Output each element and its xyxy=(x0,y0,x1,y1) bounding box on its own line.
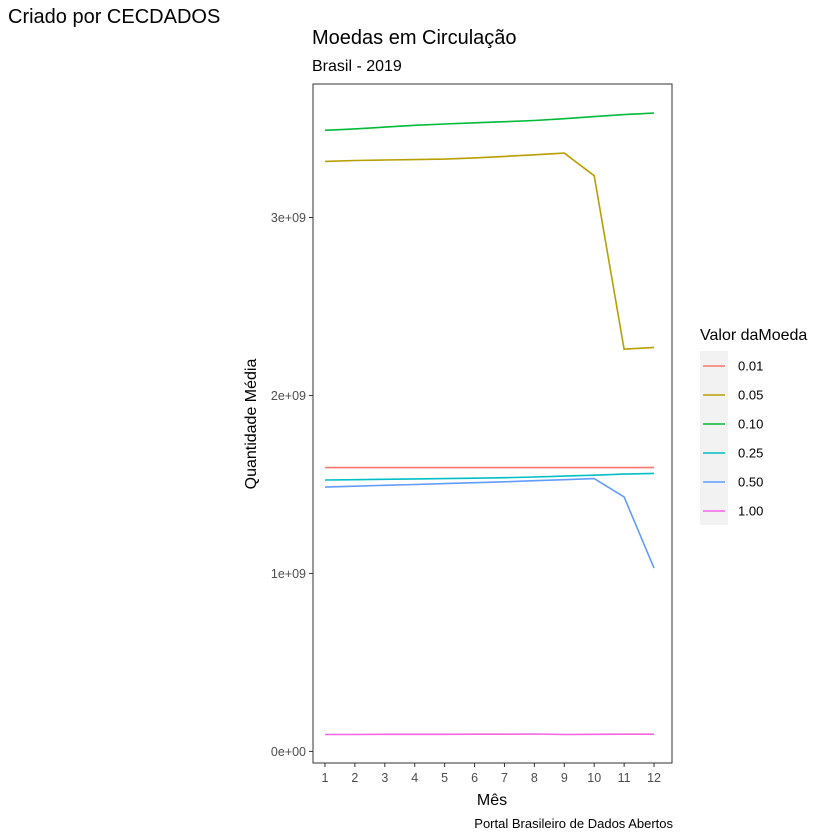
x-tick-label: 3 xyxy=(381,771,388,785)
x-tick-label: 1 xyxy=(321,771,328,785)
series-line-0.05 xyxy=(324,152,655,351)
x-tick-label: 6 xyxy=(471,771,478,785)
legend-label: 0.25 xyxy=(738,446,763,461)
x-tick-label: 9 xyxy=(561,771,568,785)
x-tick-label: 5 xyxy=(441,771,448,785)
y-tick-label: 2e+09 xyxy=(271,389,306,403)
x-tick-label: 12 xyxy=(647,771,661,785)
y-axis-title: Quantidade Média xyxy=(243,359,260,490)
series-line-0.25 xyxy=(324,472,655,481)
x-tick-label: 10 xyxy=(587,771,601,785)
legend-label: 0.50 xyxy=(738,475,763,490)
series-line-0.50 xyxy=(324,477,655,569)
legend-label: 0.10 xyxy=(738,417,763,432)
x-axis: 1 2 3 4 5 6 7 8 9 10 11 12 xyxy=(321,763,661,785)
plot-panel xyxy=(312,83,673,764)
x-tick-label: 11 xyxy=(618,771,631,785)
y-tick-label: 0e+00 xyxy=(271,745,306,759)
x-tick-label: 4 xyxy=(411,771,418,785)
credit-text: Criado por CECDADOS xyxy=(8,6,221,28)
legend-label: 0.05 xyxy=(738,388,763,403)
legend-label: 0.01 xyxy=(738,359,763,374)
chart-subtitle: Brasil - 2019 xyxy=(312,58,402,75)
x-axis-title: Mês xyxy=(477,792,507,809)
series-line-0.10 xyxy=(324,112,655,132)
chart-caption: Portal Brasileiro de Dados Abertos xyxy=(474,816,673,831)
series-line-1.00 xyxy=(325,733,654,736)
legend: Valor daMoeda 0.01 0.05 0.10 0.25 0.50 1.00 xyxy=(700,327,807,525)
x-tick-label: 2 xyxy=(351,771,358,785)
series-lines xyxy=(324,112,655,736)
legend-title: Valor daMoeda xyxy=(700,327,807,344)
x-tick-label: 7 xyxy=(501,771,508,785)
y-tick-label: 3e+09 xyxy=(271,211,306,225)
chart-title: Moedas em Circulação xyxy=(312,27,517,49)
legend-key-background xyxy=(700,351,728,525)
legend-label: 1.00 xyxy=(738,504,763,519)
y-axis: 0e+00 1e+09 2e+09 3e+09 xyxy=(271,211,313,759)
y-tick-label: 1e+09 xyxy=(271,567,306,581)
legend-items: 0.01 0.05 0.10 0.25 0.50 1.00 xyxy=(703,359,763,519)
x-tick-label: 8 xyxy=(531,771,538,785)
